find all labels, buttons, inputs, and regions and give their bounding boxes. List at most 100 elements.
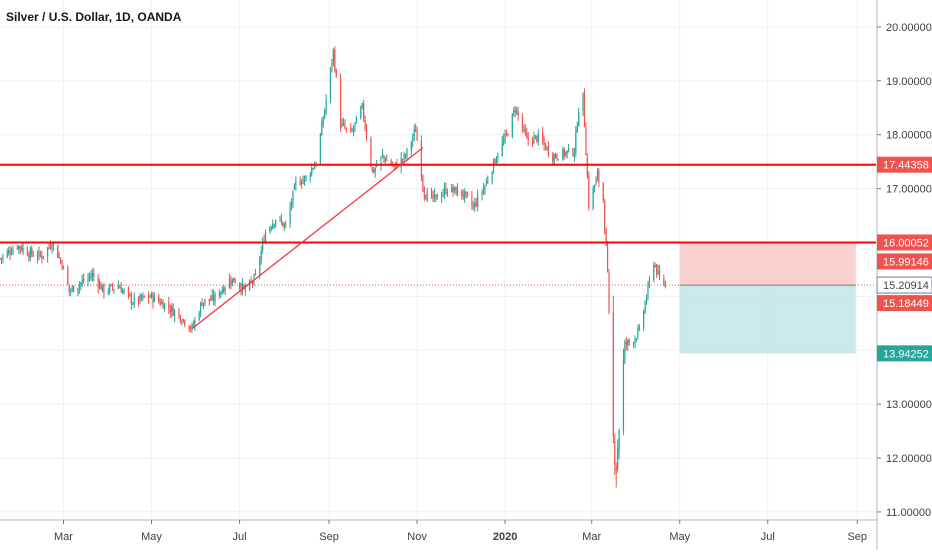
candle-body-down xyxy=(602,182,604,201)
candle-body-up xyxy=(18,245,20,249)
candle-body-up xyxy=(352,128,355,131)
candle-body-up xyxy=(181,322,183,324)
trendline[interactable] xyxy=(191,147,424,330)
time-axis-label: Sep xyxy=(847,531,867,543)
price-label-box xyxy=(877,156,932,173)
candle-body-up xyxy=(491,172,493,182)
candle-body-down xyxy=(606,246,609,271)
candle-body-up xyxy=(211,294,213,300)
candle-body-down xyxy=(208,298,210,301)
candle-body-up xyxy=(109,285,111,293)
candle-body-down xyxy=(588,175,590,208)
candle-body-up xyxy=(596,171,599,178)
candle-body-up xyxy=(314,164,316,169)
candle-body-up xyxy=(272,223,274,229)
price-label-text: 13.94252 xyxy=(883,348,929,360)
candle-body-up xyxy=(117,286,119,289)
candle-body-up xyxy=(292,190,294,205)
candle-body-up xyxy=(443,187,446,193)
candle-body-up xyxy=(260,250,262,260)
candle-body-down xyxy=(172,307,174,316)
candle-body-up xyxy=(400,158,402,168)
candle-body-up xyxy=(592,187,594,209)
candle-body-up xyxy=(302,179,304,184)
candle-body-down xyxy=(140,294,143,299)
candle-body-down xyxy=(280,219,283,222)
candle-body-up xyxy=(295,180,297,186)
candle-body-up xyxy=(80,282,82,285)
candle-body-down xyxy=(119,286,121,289)
candle-body-down xyxy=(100,283,102,290)
candle-body-down xyxy=(184,320,186,326)
candle-body-down xyxy=(625,342,627,345)
candle-body-down xyxy=(58,257,60,259)
time-axis-label: Jul xyxy=(761,531,775,543)
candle-body-down xyxy=(223,288,225,292)
candle-body-down xyxy=(420,140,423,178)
take-profit-zone[interactable] xyxy=(679,285,856,354)
candle-body-down xyxy=(342,122,345,124)
candle-body-up xyxy=(324,109,326,119)
time-axis-label: Sep xyxy=(319,531,339,543)
candle-body-down xyxy=(21,247,23,251)
candle-body-down xyxy=(452,187,454,192)
candle-body-down xyxy=(544,144,547,150)
candle-body-up xyxy=(293,184,296,190)
candle-body-down xyxy=(179,315,181,322)
candle-body-down xyxy=(552,153,554,161)
price-axis-label: 12.00000 xyxy=(886,453,932,465)
candle-body-up xyxy=(374,168,376,172)
candle-body-up xyxy=(568,147,570,152)
candle-body-up xyxy=(303,176,306,181)
price-label-text: 15.20914 xyxy=(883,280,929,292)
candle-body-down xyxy=(60,258,62,262)
candle-body-up xyxy=(511,113,513,138)
candle-body-down xyxy=(111,285,114,288)
drawing-lines[interactable] xyxy=(0,147,876,330)
candle-body-up xyxy=(70,290,72,292)
candle-body-up xyxy=(575,131,577,154)
candle-body-up xyxy=(412,137,414,142)
candle-body-down xyxy=(57,245,59,259)
candle-body-up xyxy=(62,266,65,270)
long-short-position-tool[interactable] xyxy=(679,242,856,354)
candle-body-up xyxy=(81,280,83,283)
candle-body-up xyxy=(456,188,459,196)
candle-body-up xyxy=(0,258,3,260)
candle-body-down xyxy=(494,159,496,164)
candle-body-down xyxy=(461,189,463,196)
candle-body-up xyxy=(191,324,193,329)
candle-body-up xyxy=(653,265,655,280)
candle-body-up xyxy=(426,191,428,201)
candle-body-down xyxy=(612,312,614,438)
candle-body-up xyxy=(410,142,412,151)
price-axis-label: 11.00000 xyxy=(886,507,931,519)
candle-body-up xyxy=(484,186,486,191)
candle-body-down xyxy=(68,284,70,292)
price-labels: 17.44358 16.00052 15.99146 15.20914 15.18449… xyxy=(876,156,932,362)
candle-body-down xyxy=(557,159,560,161)
candle-body-down xyxy=(521,116,524,129)
candle-body-up xyxy=(171,306,173,312)
candle-body-down xyxy=(370,138,372,166)
candle-body-down xyxy=(462,194,464,197)
stop-loss-zone[interactable] xyxy=(679,242,856,286)
candle-body-down xyxy=(48,246,50,248)
candle-body-up xyxy=(194,319,196,326)
candle-body-up xyxy=(627,340,629,345)
candle-body-down xyxy=(556,156,558,159)
candle-body-up xyxy=(90,276,92,278)
candle-body-down xyxy=(536,136,538,142)
candle-body-up xyxy=(259,259,261,274)
candle-body-down xyxy=(41,255,43,259)
candle-body-down xyxy=(542,132,544,142)
candle-body-down xyxy=(251,282,254,284)
candle-body-down xyxy=(425,198,427,200)
candle-body-down xyxy=(159,301,161,305)
candle-body-down xyxy=(517,111,519,116)
candle-body-up xyxy=(78,284,80,289)
candle-body-up xyxy=(161,302,163,305)
